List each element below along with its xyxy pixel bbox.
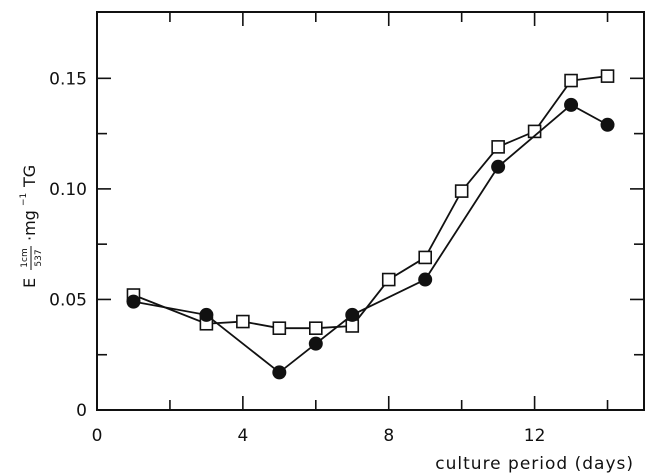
data-point-square	[381, 272, 396, 287]
data-point-circle	[345, 307, 360, 322]
data-point-square	[454, 184, 469, 198]
svg-text:TG: TG	[20, 165, 39, 188]
x-tick-labels: 0 4 8 12	[92, 426, 546, 446]
x-tick-label: 4	[237, 426, 248, 446]
data-point-circle	[564, 97, 579, 112]
data-point-square	[308, 321, 323, 335]
svg-text:E: E	[20, 278, 39, 288]
series-line-2	[133, 103, 608, 374]
series-line-1	[133, 75, 608, 330]
x-tick-label: 12	[524, 426, 546, 446]
data-point-square	[600, 69, 615, 83]
data-point-circle	[308, 336, 323, 351]
data-point-square	[236, 314, 250, 329]
data-point-circle	[491, 159, 506, 174]
data-point-square	[491, 140, 505, 154]
y-axis-title: E 1cm 537 ·mg −1 TG	[19, 165, 44, 288]
x-axis-title: culture period (days)	[435, 454, 634, 473]
y-tick-labels: 0 0.05 0.10 0.15	[49, 69, 87, 421]
series-group	[126, 69, 615, 380]
x-tick-label: 8	[383, 426, 394, 446]
data-point-square	[564, 73, 578, 88]
x-tick-label: 0	[92, 426, 103, 446]
data-point-circle	[199, 307, 214, 322]
data-point-circle	[272, 365, 287, 380]
y-tick-label: 0.15	[49, 69, 87, 89]
svg-text:1cm: 1cm	[20, 248, 30, 267]
axis-ticks	[96, 12, 644, 411]
svg-text:−1: −1	[19, 193, 29, 206]
svg-text:537: 537	[34, 249, 44, 266]
data-point-square	[418, 250, 433, 265]
y-tick-label: 0.05	[49, 290, 87, 310]
data-point-circle	[418, 272, 433, 287]
y-tick-label: 0.10	[49, 180, 87, 200]
y-tick-label: 0	[76, 401, 87, 421]
data-point-circle	[126, 294, 141, 309]
data-point-circle	[600, 117, 615, 132]
svg-text:·mg: ·mg	[20, 210, 39, 241]
plot-frame	[96, 11, 645, 411]
data-point-square	[272, 321, 287, 335]
